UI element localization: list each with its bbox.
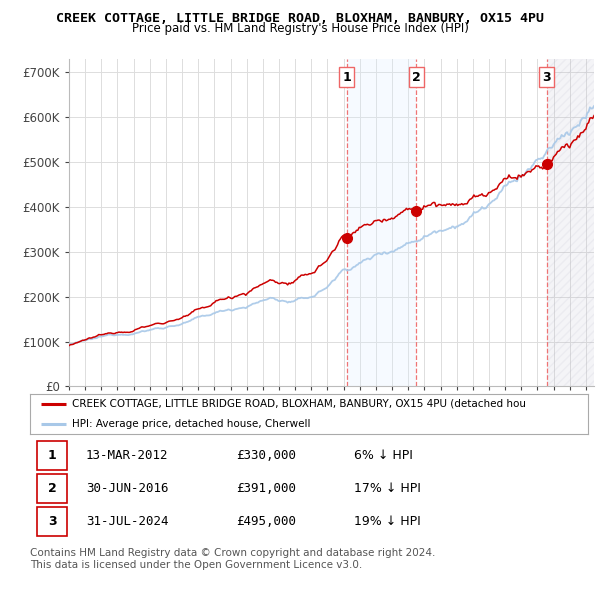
Text: CREEK COTTAGE, LITTLE BRIDGE ROAD, BLOXHAM, BANBURY, OX15 4PU (detached hou: CREEK COTTAGE, LITTLE BRIDGE ROAD, BLOXH… <box>72 399 526 408</box>
Bar <box>347 59 416 386</box>
FancyBboxPatch shape <box>37 474 67 503</box>
Text: 2: 2 <box>412 71 421 84</box>
Text: 13-MAR-2012: 13-MAR-2012 <box>86 448 168 462</box>
Text: HPI: Average price, detached house, Cherwell: HPI: Average price, detached house, Cher… <box>72 419 310 428</box>
Text: £391,000: £391,000 <box>236 481 296 495</box>
Text: 2: 2 <box>47 481 56 495</box>
Text: Contains HM Land Registry data © Crown copyright and database right 2024.: Contains HM Land Registry data © Crown c… <box>30 548 436 558</box>
Text: 1: 1 <box>343 71 351 84</box>
Text: 31-JUL-2024: 31-JUL-2024 <box>86 514 168 528</box>
Text: 6% ↓ HPI: 6% ↓ HPI <box>353 448 413 462</box>
Text: £330,000: £330,000 <box>236 448 296 462</box>
Text: 30-JUN-2016: 30-JUN-2016 <box>86 481 168 495</box>
Bar <box>547 59 594 386</box>
Text: 1: 1 <box>47 448 56 462</box>
Text: 19% ↓ HPI: 19% ↓ HPI <box>353 514 421 528</box>
Text: 3: 3 <box>48 514 56 528</box>
Text: Price paid vs. HM Land Registry's House Price Index (HPI): Price paid vs. HM Land Registry's House … <box>131 22 469 35</box>
FancyBboxPatch shape <box>37 507 67 536</box>
Text: CREEK COTTAGE, LITTLE BRIDGE ROAD, BLOXHAM, BANBURY, OX15 4PU: CREEK COTTAGE, LITTLE BRIDGE ROAD, BLOXH… <box>56 12 544 25</box>
Text: £495,000: £495,000 <box>236 514 296 528</box>
FancyBboxPatch shape <box>37 441 67 470</box>
Text: 3: 3 <box>542 71 551 84</box>
Text: This data is licensed under the Open Government Licence v3.0.: This data is licensed under the Open Gov… <box>30 560 362 571</box>
Text: 17% ↓ HPI: 17% ↓ HPI <box>353 481 421 495</box>
